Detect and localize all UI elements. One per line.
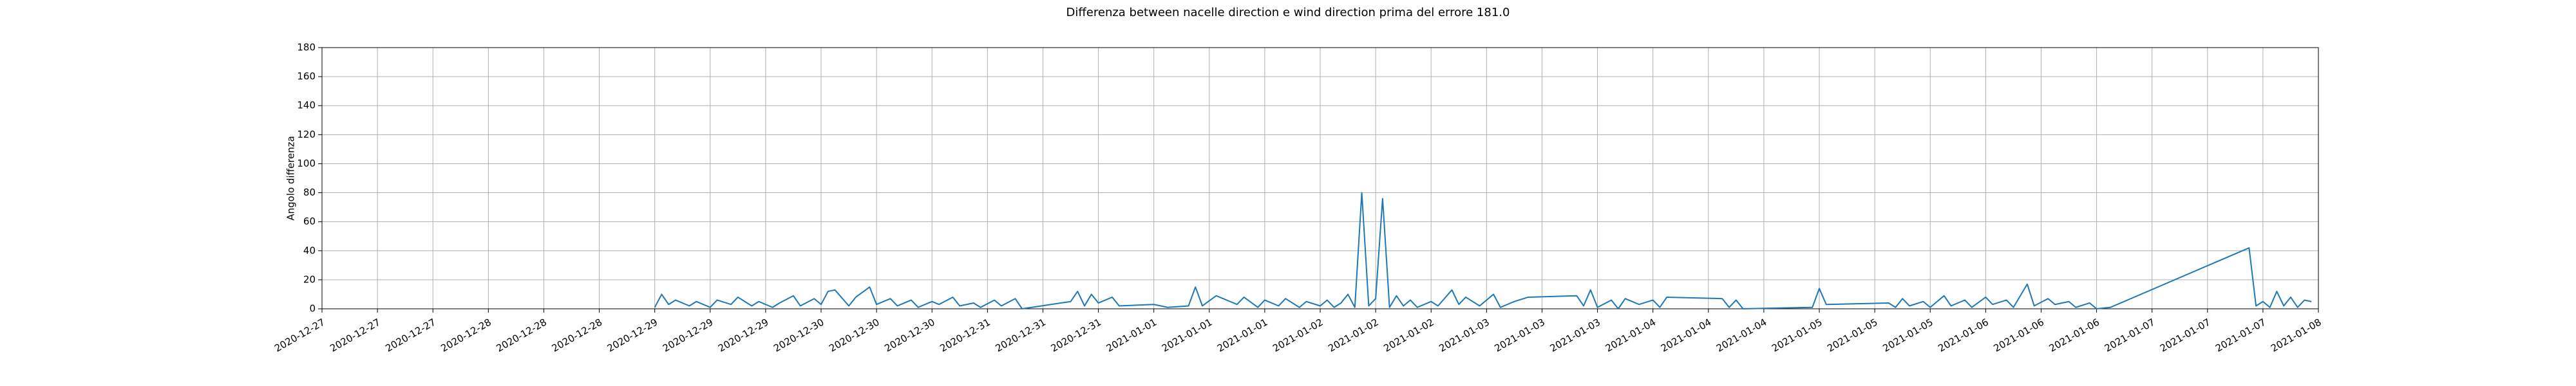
x-tick-label: 2020-12-28: [439, 317, 493, 354]
chart-title: Differenza between nacelle direction e w…: [1066, 6, 1510, 19]
x-tick-label: 2020-12-31: [1049, 317, 1104, 354]
y-tick-label: 120: [297, 129, 316, 140]
x-tick-label: 2020-12-28: [495, 317, 549, 354]
x-tick-label: 2021-01-07: [2158, 317, 2213, 354]
x-tick-label: 2021-01-01: [1215, 317, 1270, 354]
x-tick-label: 2020-12-28: [550, 317, 605, 354]
x-tick-label: 2021-01-04: [1604, 317, 1658, 354]
y-tick-label: 160: [297, 71, 316, 82]
x-tick-label: 2020-12-30: [772, 317, 826, 354]
x-tick-label: 2021-01-05: [1825, 317, 1880, 354]
y-tick-label: 0: [309, 303, 316, 315]
plot-frame: [321, 47, 2319, 309]
x-tick-label: 2021-01-06: [2047, 317, 2102, 354]
x-tick-label: 2021-01-03: [1437, 317, 1492, 354]
y-tick-label: 80: [303, 187, 316, 198]
x-tick-label: 2021-01-06: [1992, 317, 2047, 354]
x-tick-label: 2021-01-08: [2269, 317, 2324, 354]
x-tick-label: 2020-12-30: [827, 317, 882, 354]
x-tick-label: 2020-12-31: [994, 317, 1048, 354]
x-tick-label: 2021-01-02: [1381, 317, 1436, 354]
data-line: [654, 192, 2312, 309]
x-tick-label: 2021-01-04: [1714, 317, 1769, 354]
x-tick-label: 2021-01-07: [2213, 317, 2268, 354]
x-tick-label: 2020-12-31: [938, 317, 992, 354]
x-tick-label: 2021-01-03: [1548, 317, 1603, 354]
x-tick-label: 2020-12-30: [882, 317, 937, 354]
x-tick-label: 2021-01-02: [1271, 317, 1325, 354]
y-tick-label: 60: [303, 216, 316, 227]
x-tick-label: 2021-01-01: [1160, 317, 1215, 354]
x-tick-label: 2020-12-27: [272, 317, 327, 354]
y-tick-label: 140: [297, 100, 316, 111]
x-tick-label: 2021-01-05: [1880, 317, 1935, 354]
x-tick-label: 2020-12-29: [716, 317, 771, 354]
x-tick-label: 2020-12-27: [328, 317, 383, 354]
x-tick-label: 2021-01-02: [1326, 317, 1381, 354]
x-tick-label: 2021-01-06: [1936, 317, 1991, 354]
x-tick-label: 2021-01-07: [2103, 317, 2157, 354]
y-tick-label: 180: [297, 42, 316, 53]
x-tick-label: 2021-01-03: [1493, 317, 1548, 354]
x-tick-label: 2020-12-27: [383, 317, 438, 354]
y-tick-label: 100: [297, 158, 316, 169]
x-tick-label: 2020-12-29: [661, 317, 715, 354]
y-axis-label: Angolo differenza: [285, 136, 297, 220]
x-tick-label: 2021-01-04: [1659, 317, 1714, 354]
y-tick-label: 40: [303, 244, 316, 256]
x-tick-label: 2021-01-01: [1104, 317, 1159, 354]
x-tick-label: 2021-01-05: [1770, 317, 1824, 354]
y-tick-label: 20: [303, 273, 316, 285]
x-tick-label: 2020-12-29: [605, 317, 660, 354]
